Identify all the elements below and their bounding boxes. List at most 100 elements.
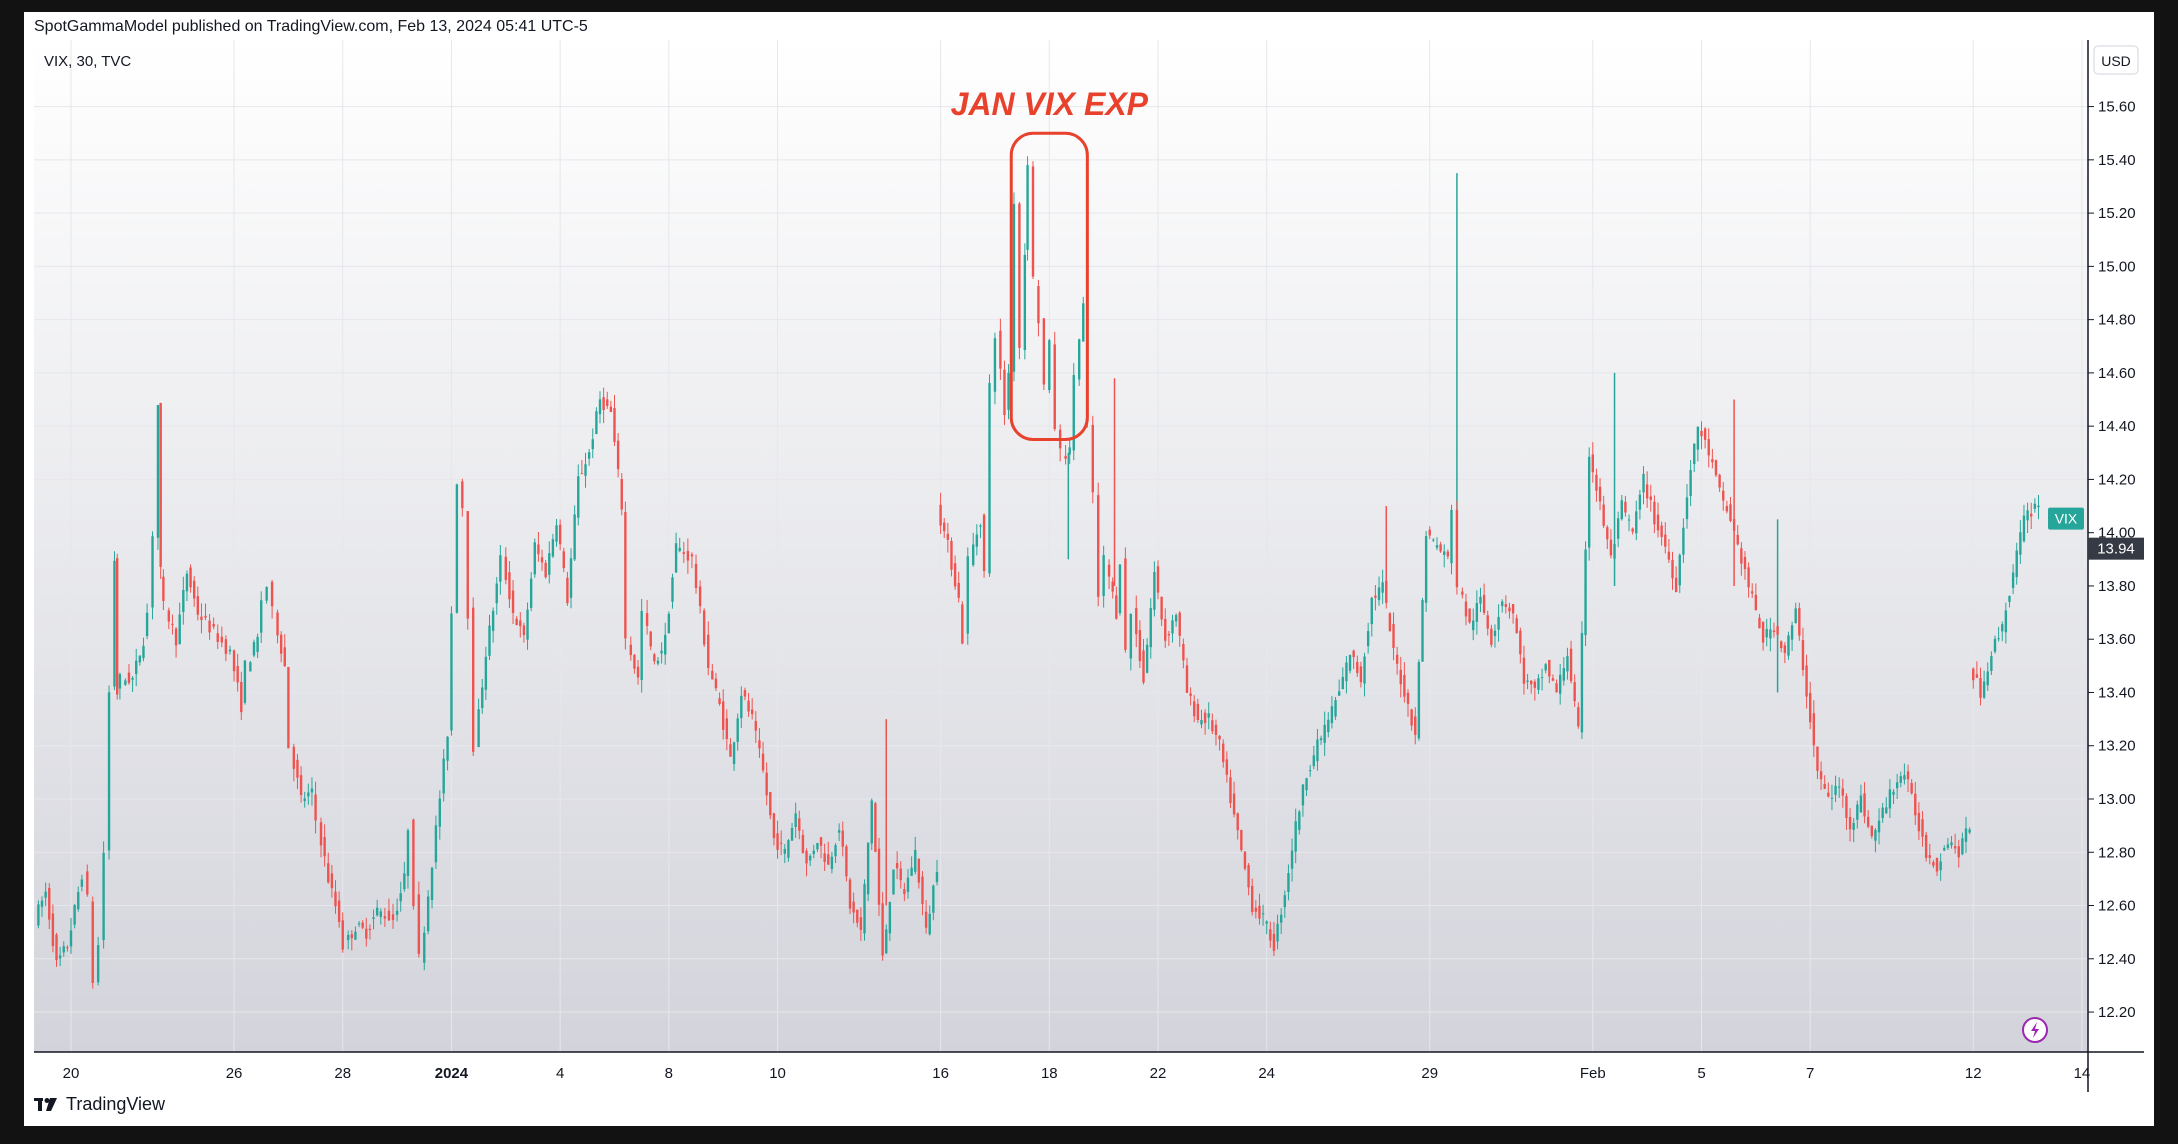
candle-body [1856,804,1859,820]
candle-body [852,901,855,913]
candle-body [812,850,815,855]
candle-body [1193,701,1196,717]
candle-body [115,558,119,695]
candle-body [1798,608,1801,636]
candle-body [1664,534,1667,547]
candle-body [629,644,633,656]
candle-body [1809,692,1812,723]
time-axis-labels: 20 26 28 2024 4 8 10 16 18 22 24 29 Feb 5 7 12 14 [63,1065,2091,1082]
candle-body [1801,640,1805,671]
candle-body [1602,504,1605,526]
candle-body [566,577,569,604]
candle-body [729,744,732,757]
candle-body [1649,496,1652,500]
candle-body [830,856,834,869]
last-price-label: 13.94 [2097,541,2135,558]
candle-body [1885,807,1888,814]
candle-body [1725,506,1729,512]
currency-badge[interactable] [2093,45,2139,75]
candle-body [1830,797,1834,799]
candle-body [698,586,702,607]
candle-body [379,911,382,917]
candle-body [921,876,924,904]
price-chart[interactable]: JAN VIX EXP 12.20 12.40 12.60 12.80 13.00 13.… [34,40,2144,1092]
candle-body [1366,631,1370,647]
candle-body [1345,662,1348,682]
candle-body [1475,603,1479,622]
candle-body [874,803,877,852]
candle-body [819,837,823,846]
candle-body [1921,819,1924,837]
candle-body [837,830,841,833]
candle-body [2004,610,2008,633]
candle-body [1174,614,1178,622]
candle-body [1468,608,1471,623]
candle-body [895,863,899,869]
candle-body [1330,706,1334,724]
candle-body [1587,456,1591,548]
candle-body [584,464,587,476]
candle-body [296,759,299,778]
candle-body [1953,846,1957,849]
x-tick-label: 29 [1421,1065,1438,1082]
candle-body [334,891,337,907]
candle-body [993,338,997,392]
candle-body [1671,559,1674,579]
candle-body [1265,921,1268,924]
candle-body [330,873,334,889]
lightning-icon[interactable] [2022,1017,2048,1043]
candle-body [1115,595,1118,619]
annotation-layer: JAN VIX EXP [951,86,1149,441]
candle-body [1667,551,1671,560]
candle-body [167,610,171,622]
candle-body [212,623,215,627]
tradingview-logo[interactable]: TradingView [34,1094,165,1115]
candle-body [1377,587,1381,601]
candle-body [1455,509,1459,588]
candle-body [1620,500,1623,520]
candle-body [450,613,453,731]
candle-body [124,680,127,685]
candle-body [265,587,268,601]
candle-body [1428,529,1431,536]
candle-body [1548,659,1551,677]
candle-body [1026,165,1029,250]
candle-body [220,636,224,643]
candle-body [1591,454,1594,473]
candle-body [555,525,558,542]
candle-body [260,600,263,633]
candle-body [1421,599,1424,662]
candle-body [1279,914,1283,923]
candle-body [171,623,174,625]
candle-body [1848,816,1852,830]
candle-body [979,525,982,527]
candle-body [1072,375,1075,451]
candle-body [859,917,863,930]
candle-body [159,403,162,568]
candle-body [118,674,122,689]
candle-body [1910,782,1913,794]
candle-body [1950,842,1953,846]
candle-body [999,330,1002,369]
candle-body [924,911,928,928]
candle-body [1515,618,1518,634]
candle-body [1841,788,1845,796]
candle-body [620,479,623,510]
candle-body [55,934,58,961]
y-tick-label: 14.60 [2098,365,2136,382]
candle-body [674,543,678,573]
candle-body [1972,668,1975,681]
candle-body [303,798,306,802]
candle-body [711,670,714,680]
candle-body [1363,656,1366,684]
candle-body [1845,796,1848,818]
candle-body [1182,643,1185,661]
candle-body [1769,629,1772,639]
candle-body [1323,724,1326,743]
candle-body [1526,680,1529,682]
candle-body [1533,681,1537,688]
candle-body [1443,551,1446,555]
candle-body [928,913,931,935]
candle-body [1722,490,1725,501]
candle-body [636,666,640,678]
